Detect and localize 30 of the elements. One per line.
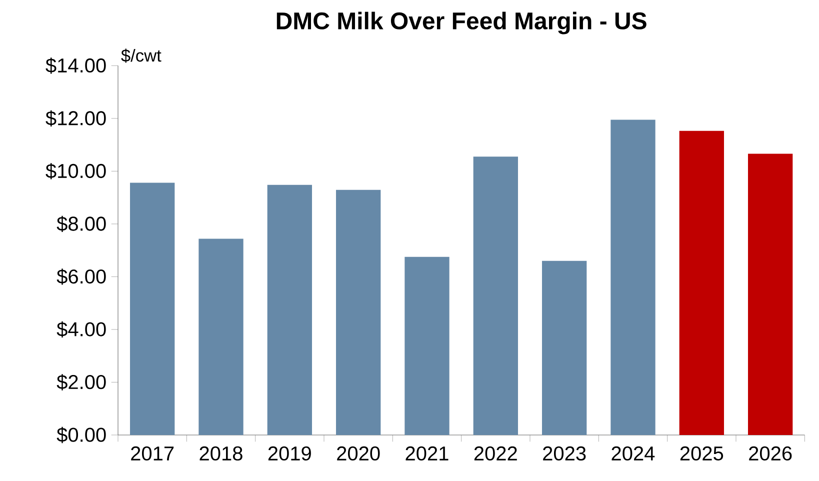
- y-tick-label: $2.00: [56, 374, 106, 390]
- x-tick-label: 2025: [680, 446, 724, 461]
- bar: [473, 156, 518, 435]
- chart-title: DMC Milk Over Feed Margin - US: [276, 12, 646, 34]
- x-tick-label: 2020: [337, 446, 380, 461]
- y-tick-label: $8.00: [56, 216, 106, 232]
- x-tick-label: 2026: [749, 446, 792, 461]
- bar: [336, 190, 381, 435]
- bar: [198, 238, 244, 435]
- bar: [542, 260, 587, 435]
- x-tick-label: 2021: [406, 446, 448, 461]
- x-tick-label: 2023: [543, 446, 586, 461]
- x-tick-label: 2019: [268, 446, 311, 461]
- x-tick-label: 2018: [200, 446, 242, 461]
- y-axis-title: $/cwt: [121, 48, 162, 63]
- x-tick-label: 2024: [612, 446, 655, 461]
- bar: [748, 154, 793, 435]
- bar: [130, 182, 175, 435]
- y-tick-label: $10.00: [46, 163, 106, 180]
- y-tick-label: $0.00: [56, 426, 106, 444]
- bar: [679, 130, 724, 435]
- x-tick-label: 2017: [131, 446, 174, 461]
- bar: [404, 256, 450, 435]
- x-tick-label: 2022: [474, 446, 517, 461]
- bar: [267, 184, 312, 435]
- y-tick-label: $12.00: [46, 110, 106, 127]
- bar: [610, 120, 656, 435]
- y-tick-label: $6.00: [56, 268, 106, 285]
- y-tick-label: $4.00: [56, 321, 106, 338]
- y-tick-label: $14.00: [46, 58, 106, 74]
